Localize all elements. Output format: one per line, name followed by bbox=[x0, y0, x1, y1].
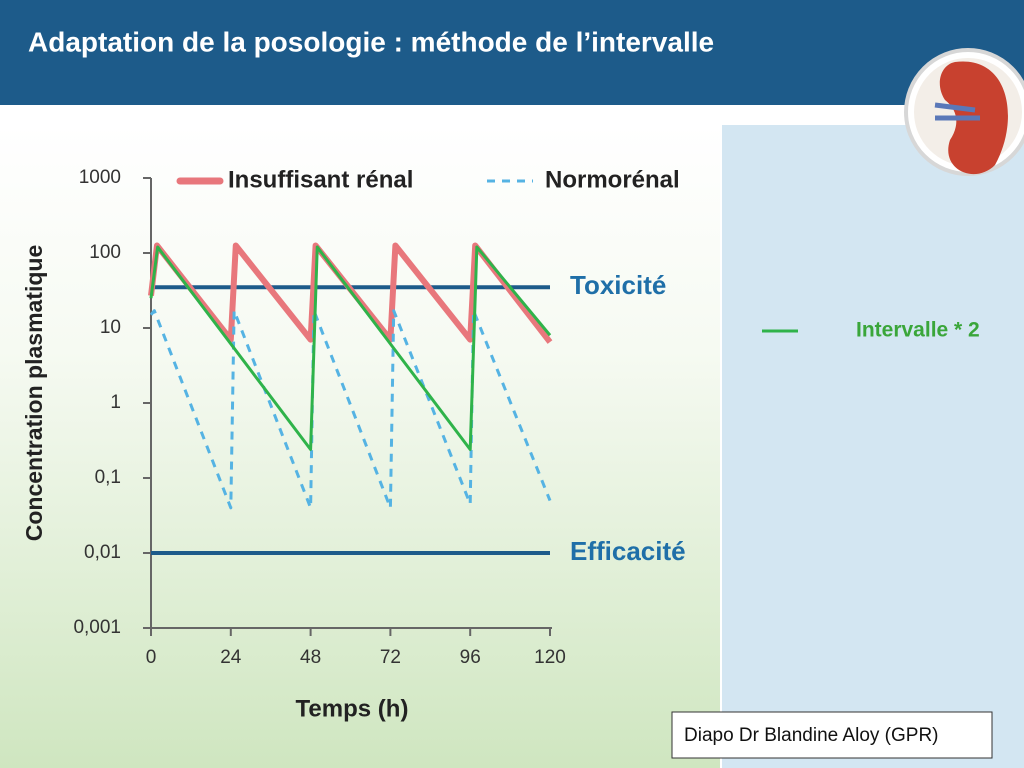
y-tick-label: 0,01 bbox=[84, 542, 121, 563]
legend-label: Normorénal bbox=[545, 166, 680, 193]
header-band bbox=[0, 0, 1024, 105]
x-tick-label: 120 bbox=[534, 647, 566, 668]
x-tick-label: 48 bbox=[300, 647, 321, 668]
x-tick-label: 96 bbox=[460, 647, 481, 668]
series-line bbox=[148, 242, 553, 344]
x-axis-label: Temps (h) bbox=[296, 695, 409, 722]
threshold-label: Efficacité bbox=[570, 536, 686, 566]
x-tick-label: 0 bbox=[146, 647, 157, 668]
y-tick-label: 1 bbox=[110, 392, 121, 413]
chart-panel bbox=[0, 125, 720, 768]
threshold-label: Toxicité bbox=[570, 270, 666, 300]
kidney-icon bbox=[904, 48, 1024, 176]
x-tick-label: 72 bbox=[380, 647, 401, 668]
y-tick-label: 100 bbox=[89, 242, 121, 263]
side-panel bbox=[722, 125, 1024, 768]
series-line bbox=[149, 245, 552, 451]
y-tick-label: 1000 bbox=[79, 167, 121, 188]
legend-label: Intervalle * 2 bbox=[856, 319, 980, 342]
credit: Diapo Dr Blandine Aloy (GPR) bbox=[684, 725, 939, 746]
legend-label: Insuffisant rénal bbox=[228, 166, 413, 193]
y-tick-label: 10 bbox=[100, 317, 121, 338]
y-axis-label: Concentration plasmatique bbox=[21, 245, 47, 541]
y-tick-label: 0,1 bbox=[95, 467, 121, 488]
slide-title: Adaptation de la posologie : méthode de … bbox=[28, 26, 714, 57]
x-tick-label: 24 bbox=[220, 647, 242, 668]
y-tick-label: 0,001 bbox=[73, 617, 121, 638]
credit-box bbox=[671, 711, 993, 759]
